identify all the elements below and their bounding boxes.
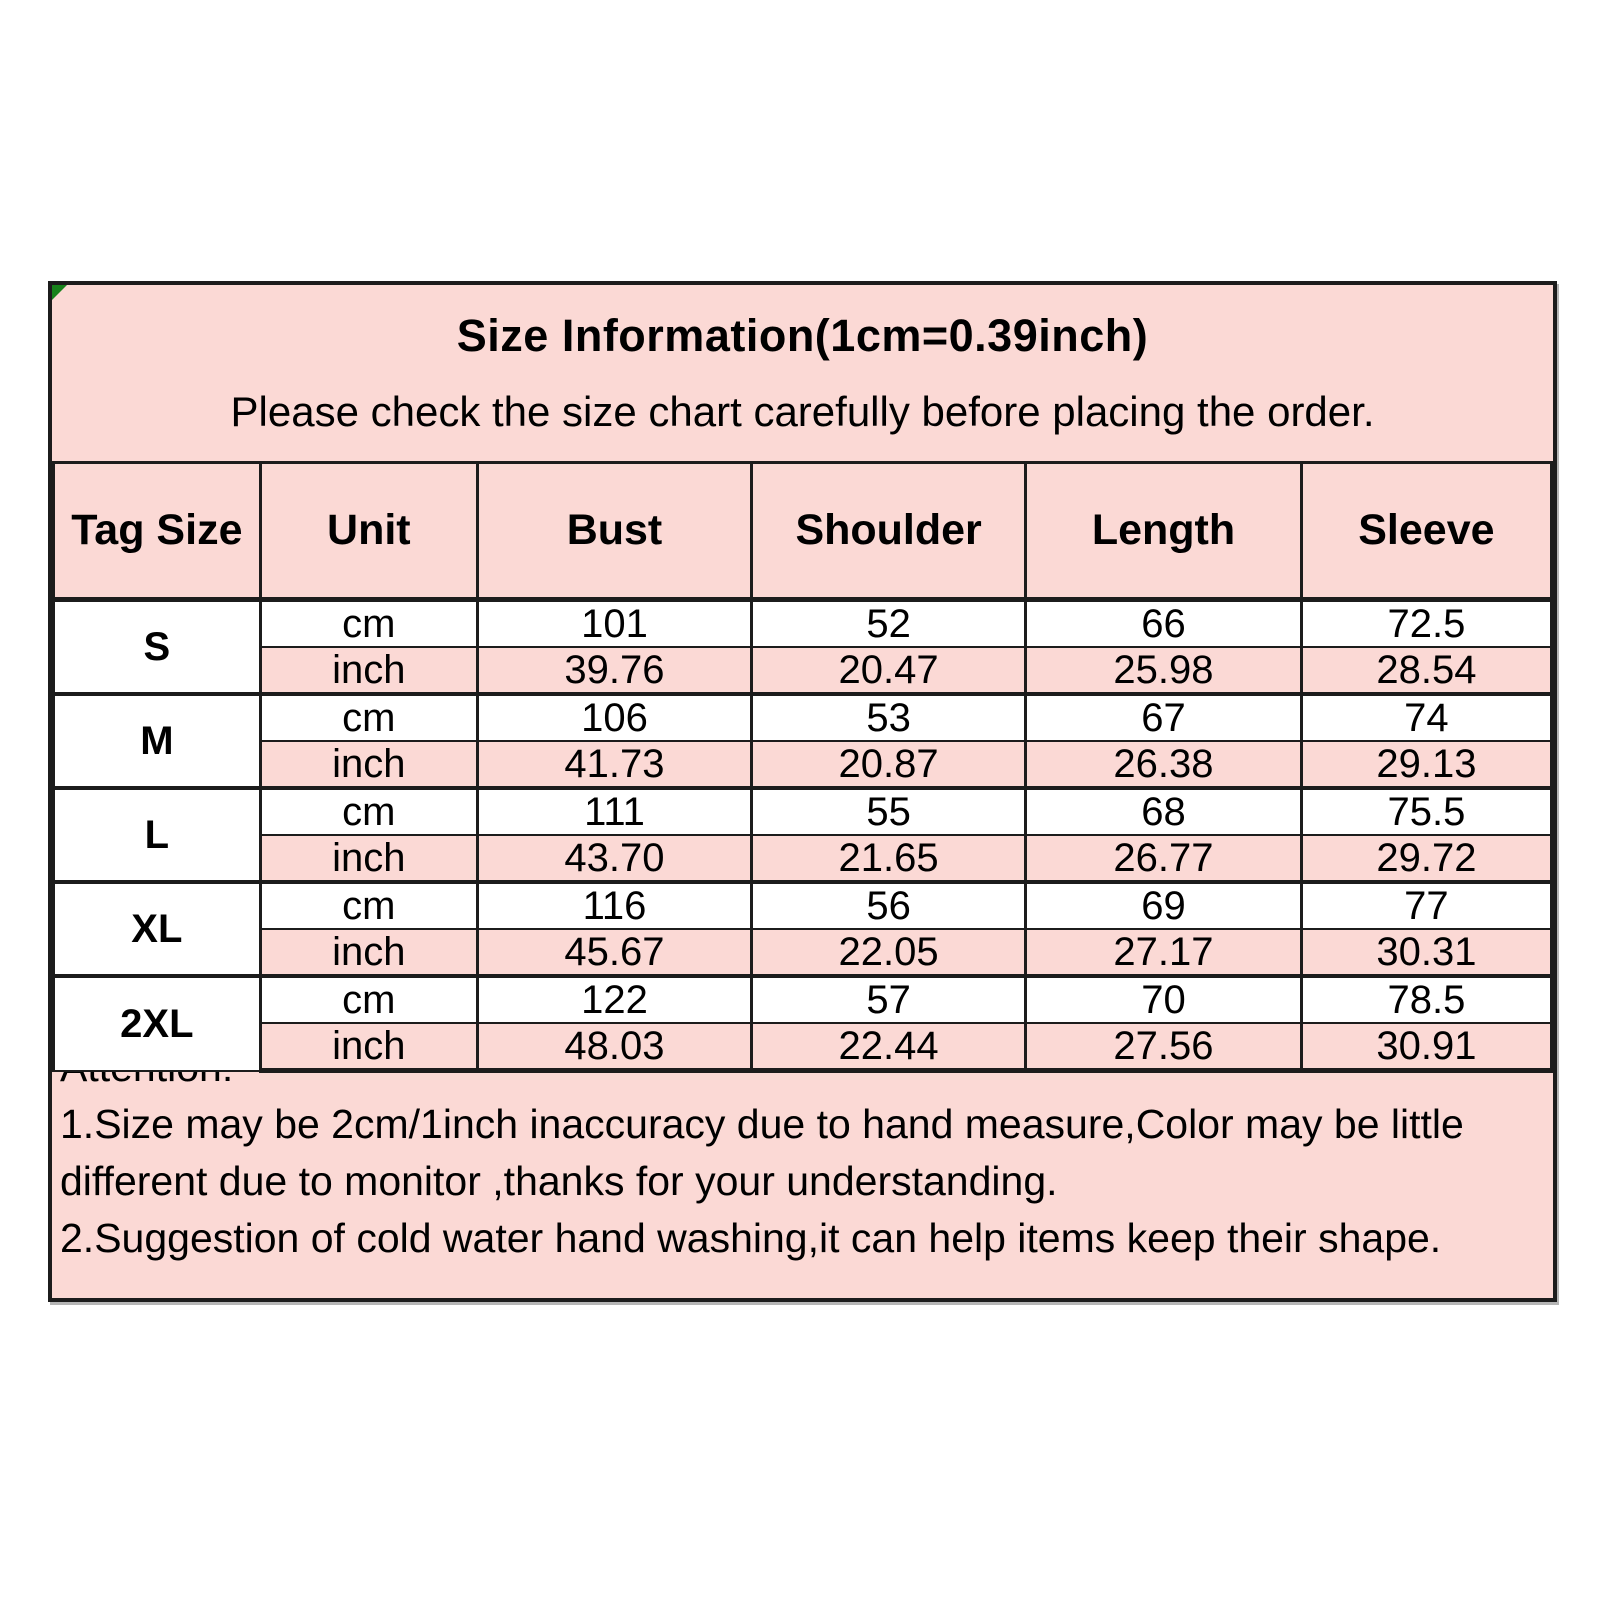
unit-cell: cm bbox=[258, 974, 479, 1024]
column-header-shoulder: Shoulder bbox=[750, 461, 1028, 602]
column-header-length: Length bbox=[1024, 461, 1303, 602]
shoulder-cell: 22.44 bbox=[750, 1022, 1028, 1073]
size-table: Tag Size Unit Bust Shoulder Length Sleev… bbox=[52, 461, 1553, 1073]
unit-cell: cm bbox=[258, 692, 479, 742]
bust-cell: 43.70 bbox=[475, 834, 754, 884]
length-cell: 68 bbox=[1024, 786, 1303, 836]
unit-cell: inch bbox=[258, 1022, 479, 1073]
column-header-tag-size: Tag Size bbox=[52, 461, 262, 602]
unit-cell: cm bbox=[258, 880, 479, 930]
length-cell: 27.17 bbox=[1024, 928, 1303, 978]
green-corner-triangle-icon bbox=[52, 285, 67, 300]
shoulder-cell: 21.65 bbox=[750, 834, 1028, 884]
length-cell: 26.38 bbox=[1024, 740, 1303, 790]
table-row-s-inch: inch 39.76 20.47 25.98 28.54 bbox=[54, 646, 1553, 696]
sleeve-cell: 30.91 bbox=[1299, 1022, 1553, 1073]
table-row-l-inch: inch 43.70 21.65 26.77 29.72 bbox=[54, 834, 1553, 884]
table-header-row: Tag Size Unit Bust Shoulder Length Sleev… bbox=[52, 461, 1553, 602]
table-row-xl-inch: inch 45.67 22.05 27.17 30.31 bbox=[54, 928, 1553, 978]
sleeve-cell: 29.72 bbox=[1299, 834, 1553, 884]
unit-cell: cm bbox=[258, 786, 479, 836]
sleeve-cell: 28.54 bbox=[1299, 646, 1553, 696]
tag-size-cell: S bbox=[52, 597, 262, 695]
table-row-2xl-inch: inch 48.03 22.44 27.56 30.91 bbox=[54, 1022, 1553, 1073]
length-cell: 66 bbox=[1024, 597, 1303, 648]
unit-cell: inch bbox=[258, 834, 479, 884]
size-table-wrap: Tag Size Unit Bust Shoulder Length Sleev… bbox=[52, 461, 1553, 1073]
table-row-2xl-cm: 2XL cm 122 57 70 78.5 bbox=[52, 974, 1553, 1072]
shoulder-cell: 53 bbox=[750, 692, 1028, 742]
note-item: 2.Suggestion of cold water hand washing,… bbox=[60, 1215, 1442, 1261]
sleeve-cell: 75.5 bbox=[1299, 786, 1553, 836]
length-cell: 69 bbox=[1024, 880, 1303, 930]
bust-cell: 48.03 bbox=[475, 1022, 754, 1073]
shoulder-cell: 56 bbox=[750, 880, 1028, 930]
table-row-m-cm: M cm 106 53 67 74 bbox=[52, 692, 1553, 789]
sleeve-cell: 78.5 bbox=[1299, 974, 1553, 1024]
panel-subtitle: Please check the size chart carefully be… bbox=[230, 388, 1375, 435]
sleeve-cell: 72.5 bbox=[1299, 597, 1553, 648]
unit-cell: cm bbox=[258, 597, 479, 648]
length-cell: 27.56 bbox=[1024, 1022, 1303, 1073]
shoulder-cell: 22.05 bbox=[750, 928, 1028, 978]
length-cell: 67 bbox=[1024, 692, 1303, 742]
bust-cell: 116 bbox=[475, 880, 754, 930]
shoulder-cell: 20.87 bbox=[750, 740, 1028, 790]
attention-notes: Attention: 1.Size may be 2cm/1inch inacc… bbox=[52, 1039, 1522, 1267]
tag-size-cell: 2XL bbox=[52, 974, 262, 1072]
tag-size-cell: L bbox=[52, 786, 262, 883]
length-cell: 70 bbox=[1024, 974, 1303, 1024]
size-info-panel: Size Information(1cm=0.39inch) Please ch… bbox=[48, 281, 1557, 1302]
note-item: 1.Size may be 2cm/1inch inaccuracy due t… bbox=[60, 1101, 1464, 1204]
bust-cell: 111 bbox=[475, 786, 754, 836]
sleeve-cell: 30.31 bbox=[1299, 928, 1553, 978]
sleeve-cell: 74 bbox=[1299, 692, 1553, 742]
length-cell: 25.98 bbox=[1024, 646, 1303, 696]
unit-cell: inch bbox=[258, 740, 479, 790]
unit-cell: inch bbox=[258, 646, 479, 696]
bust-cell: 41.73 bbox=[475, 740, 754, 790]
panel-title: Size Information(1cm=0.39inch) bbox=[456, 310, 1149, 361]
bust-cell: 101 bbox=[475, 597, 754, 648]
column-header-unit: Unit bbox=[258, 461, 479, 602]
table-row-l-cm: L cm 111 55 68 75.5 bbox=[52, 786, 1553, 883]
unit-cell: inch bbox=[258, 928, 479, 978]
length-cell: 26.77 bbox=[1024, 834, 1303, 884]
shoulder-cell: 55 bbox=[750, 786, 1028, 836]
shoulder-cell: 52 bbox=[750, 597, 1028, 648]
tag-size-cell: M bbox=[52, 692, 262, 789]
column-header-sleeve: Sleeve bbox=[1299, 461, 1553, 602]
bust-cell: 122 bbox=[475, 974, 754, 1024]
title-area: Size Information(1cm=0.39inch) Please ch… bbox=[52, 285, 1553, 461]
column-header-bust: Bust bbox=[475, 461, 754, 602]
sleeve-cell: 29.13 bbox=[1299, 740, 1553, 790]
sleeve-cell: 77 bbox=[1299, 880, 1553, 930]
bust-cell: 45.67 bbox=[475, 928, 754, 978]
shoulder-cell: 20.47 bbox=[750, 646, 1028, 696]
table-row-xl-cm: XL cm 116 56 69 77 bbox=[52, 880, 1553, 977]
bust-cell: 106 bbox=[475, 692, 754, 742]
table-row-m-inch: inch 41.73 20.87 26.38 29.13 bbox=[54, 740, 1553, 790]
shoulder-cell: 57 bbox=[750, 974, 1028, 1024]
table-row-s-cm: S cm 101 52 66 72.5 bbox=[52, 597, 1553, 695]
tag-size-cell: XL bbox=[52, 880, 262, 977]
bust-cell: 39.76 bbox=[475, 646, 754, 696]
